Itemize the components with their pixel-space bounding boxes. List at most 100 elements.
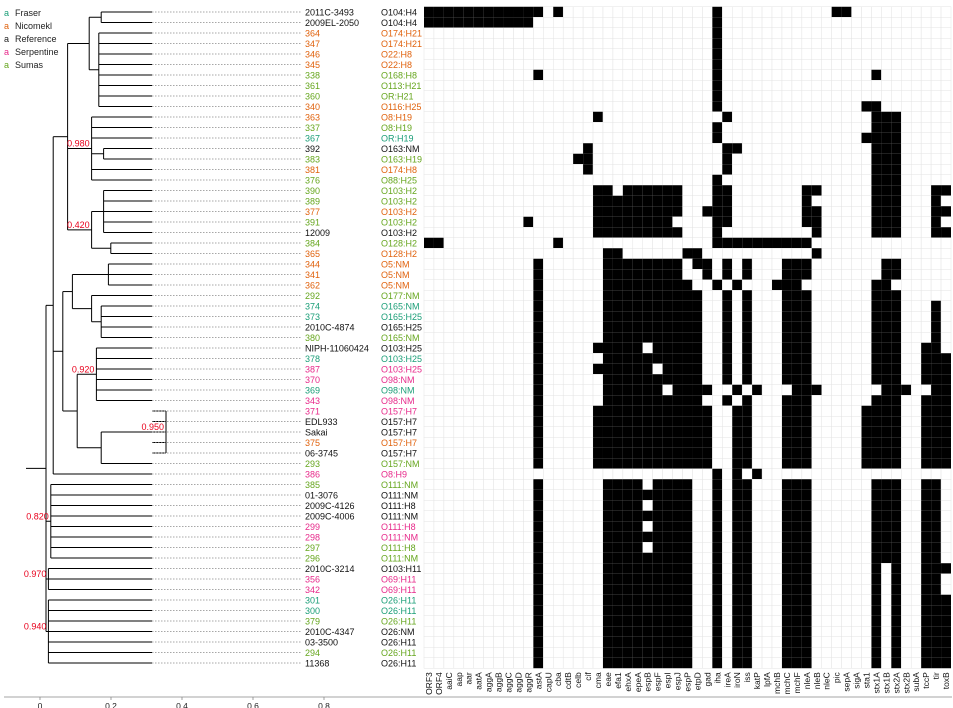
heatmap-cell xyxy=(921,458,932,469)
heatmap-cell xyxy=(553,185,564,196)
heatmap-cell xyxy=(722,479,733,490)
heatmap-cell xyxy=(712,6,723,18)
heatmap-cell xyxy=(523,500,534,511)
heatmap-cell xyxy=(443,458,455,469)
heatmap-cell xyxy=(433,227,445,238)
heatmap-cell xyxy=(841,468,852,480)
gene-label: celb xyxy=(573,672,583,688)
heatmap-cell xyxy=(931,510,942,522)
heatmap-cell xyxy=(811,374,822,385)
heatmap-cell xyxy=(433,216,445,228)
heatmap-cell xyxy=(921,395,932,406)
heatmap-cell xyxy=(871,90,882,102)
heatmap-cell xyxy=(503,342,514,354)
heatmap-cell xyxy=(682,111,693,123)
heatmap-cell xyxy=(901,647,912,658)
heatmap-cell xyxy=(821,122,832,133)
heatmap-cell xyxy=(473,290,484,301)
heatmap-cell xyxy=(513,489,524,501)
heatmap-cell xyxy=(861,342,872,354)
heatmap-cell xyxy=(781,573,792,585)
heatmap-cell xyxy=(632,363,643,375)
heatmap-cell xyxy=(742,405,753,417)
heatmap-cell xyxy=(513,17,524,28)
heatmap-cell xyxy=(632,500,643,511)
heatmap-cell xyxy=(901,227,912,238)
heatmap-cell xyxy=(533,626,544,637)
heatmap-cell xyxy=(493,59,504,70)
heatmap-cell xyxy=(662,80,673,91)
heatmap-cell xyxy=(463,216,474,228)
heatmap-cell xyxy=(562,395,574,406)
heatmap-cell xyxy=(851,395,862,406)
heatmap-cell xyxy=(513,80,524,91)
heatmap-cell xyxy=(503,290,514,301)
heatmap-cell xyxy=(503,27,514,39)
gene-label: aggR xyxy=(523,672,533,692)
heatmap-cell xyxy=(821,90,832,102)
heatmap-cell xyxy=(921,542,932,553)
heatmap-cell xyxy=(871,269,882,280)
heatmap-cell xyxy=(473,342,484,354)
heatmap-cell xyxy=(493,416,504,427)
heatmap-cell xyxy=(602,363,613,375)
heatmap-cell xyxy=(901,374,912,385)
heatmap-cell xyxy=(831,90,842,102)
heatmap-cell xyxy=(483,521,494,532)
heatmap-cell xyxy=(572,17,584,28)
heatmap-cell xyxy=(871,174,882,186)
heatmap-cell xyxy=(901,468,912,480)
heatmap-cell xyxy=(722,195,733,207)
heatmap-cell xyxy=(910,657,922,669)
heatmap-cell xyxy=(751,542,763,553)
heatmap-cell xyxy=(692,353,703,364)
heatmap-cell xyxy=(910,552,922,564)
heatmap-cell xyxy=(841,153,852,165)
heatmap-cell xyxy=(712,101,723,112)
heatmap-cell xyxy=(811,657,822,669)
heatmap-cell xyxy=(453,563,465,574)
heatmap-cell xyxy=(423,132,435,144)
heatmap-cell xyxy=(692,237,703,249)
heatmap-cell xyxy=(861,531,872,543)
heatmap-cell xyxy=(901,384,912,396)
heatmap-cell xyxy=(433,447,445,459)
heatmap-cell xyxy=(771,384,783,396)
heatmap-cell xyxy=(602,332,613,343)
heatmap-cell xyxy=(473,248,484,259)
heatmap-cell xyxy=(791,237,802,249)
heatmap-cell xyxy=(791,468,803,480)
heatmap-cell xyxy=(702,510,713,522)
heatmap-cell xyxy=(463,111,474,123)
strain-id: 12009 xyxy=(305,228,330,238)
heatmap-cell xyxy=(473,216,484,228)
heatmap-cell xyxy=(831,195,842,207)
heatmap-cell xyxy=(572,321,584,333)
heatmap-cell xyxy=(423,552,435,564)
heatmap-cell xyxy=(463,164,474,175)
strain-serotype: O103:H2 xyxy=(381,207,417,217)
heatmap-cell xyxy=(463,374,474,385)
heatmap-cell xyxy=(503,563,514,574)
heatmap-cell xyxy=(801,321,812,333)
heatmap-cell xyxy=(731,290,743,301)
heatmap-cell xyxy=(523,510,534,522)
heatmap-cell xyxy=(742,489,753,501)
heatmap-cell xyxy=(811,573,822,585)
heatmap-cell xyxy=(781,174,793,186)
heatmap-cell xyxy=(921,531,932,543)
heatmap-cell xyxy=(851,479,862,490)
heatmap-cell xyxy=(781,227,793,238)
heatmap-cell xyxy=(582,584,594,595)
heatmap-cell xyxy=(562,447,574,459)
heatmap-cell xyxy=(771,510,783,522)
heatmap-cell xyxy=(722,374,733,385)
heatmap-cell xyxy=(443,563,455,574)
heatmap-cell xyxy=(891,573,902,585)
heatmap-cell xyxy=(801,17,813,28)
heatmap-cell xyxy=(463,122,474,133)
heatmap-cell xyxy=(712,468,723,480)
heatmap-cell xyxy=(423,27,435,39)
heatmap-cell xyxy=(732,657,743,669)
heatmap-cell xyxy=(672,479,683,490)
